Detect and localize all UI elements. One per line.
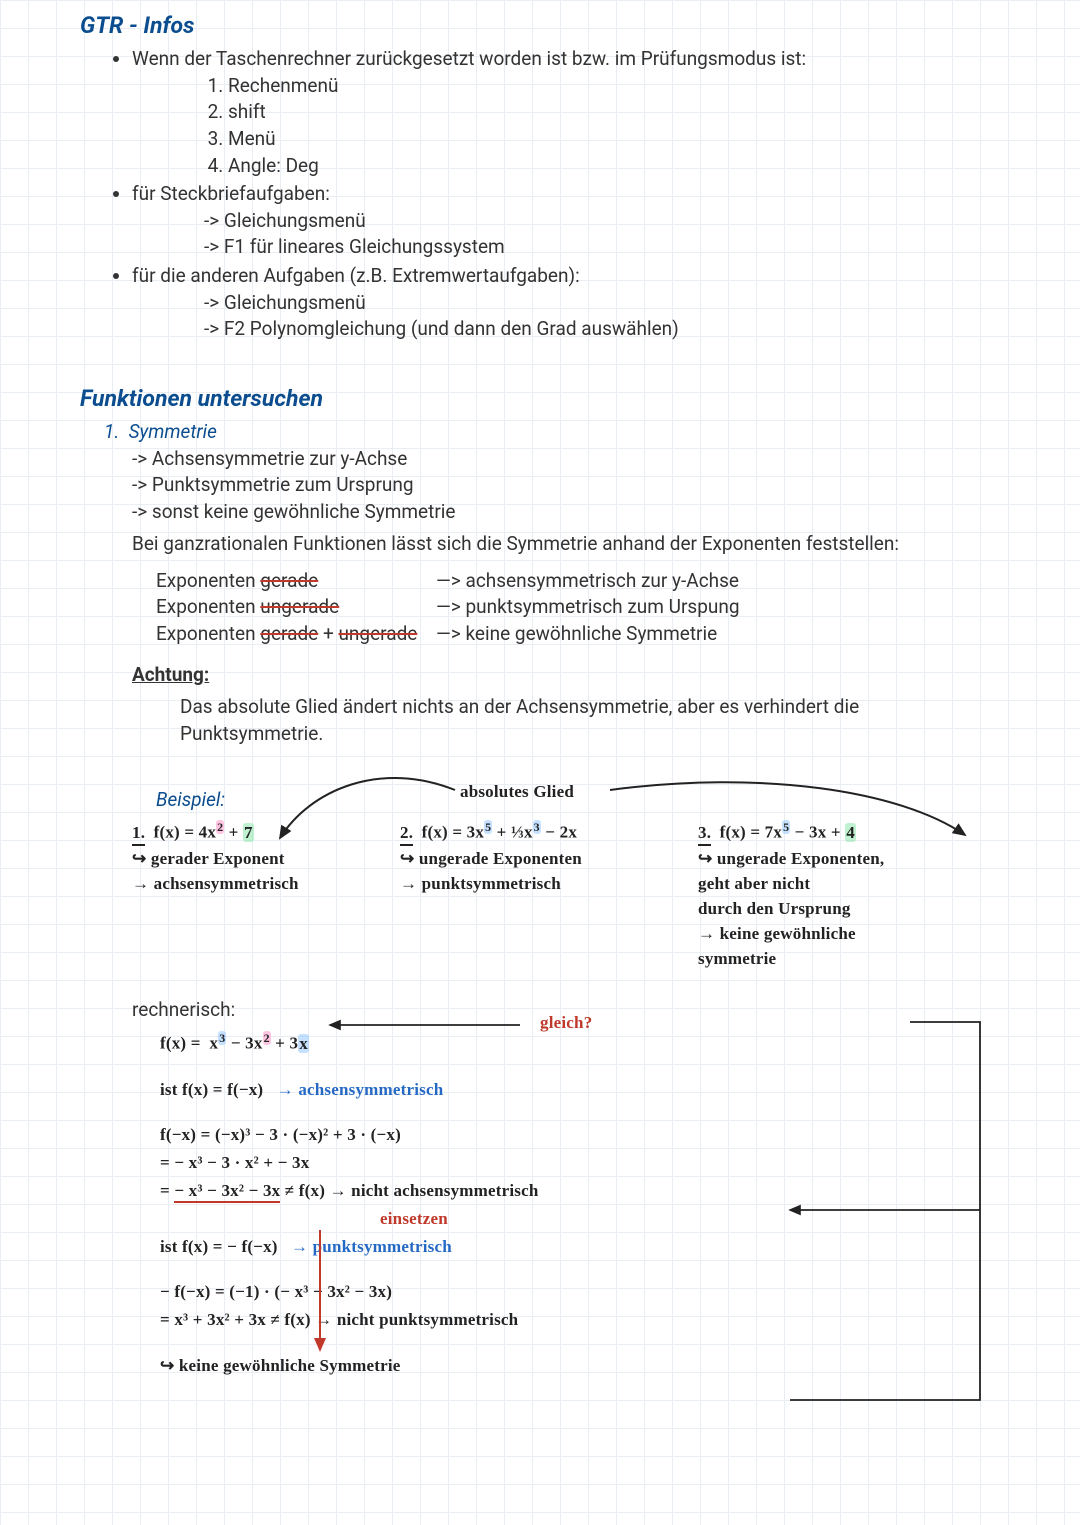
table-row: Exponenten gerade + ungerade —> keine ge…: [156, 621, 1000, 648]
rechnerisch-label: rechnerisch:: [132, 997, 1000, 1024]
einsetzen-label: einsetzen: [380, 1207, 1000, 1231]
arrow-line: -> Achsensymmetrie zur y-Achse: [132, 446, 1000, 473]
step: Menü: [228, 126, 1000, 153]
bullet: für die anderen Aufgaben (z.B. Extremwer…: [132, 263, 1000, 343]
text: für die anderen Aufgaben (z.B. Extremwer…: [132, 264, 580, 287]
example-3: 3. f(x) = 7x5 − 3x + 4 ungerade Exponent…: [698, 818, 998, 971]
exponent-table: Exponenten gerade —> achsensymmetrisch z…: [156, 568, 1000, 648]
list-gtr: Wenn der Taschenrechner zurückgesetzt wo…: [132, 46, 1000, 343]
arrow-line: -> F1 für lineares Gleichungssystem: [204, 234, 1000, 261]
step: Rechenmenü: [228, 73, 1000, 100]
math-row: = x³ + 3x² + 3x ≠ f(x) → nicht punktsymm…: [160, 1308, 1000, 1332]
conclusion: keine gewöhnliche Symmetrie: [160, 1354, 1000, 1378]
math-row: f(x) = x3 − 3x2 + 3x: [160, 1030, 1000, 1055]
beispiel-label: Beispiel:: [156, 787, 1000, 814]
bullet: für Steckbriefaufgaben: -> Gleichungsmen…: [132, 181, 1000, 261]
math-row: ist f(x) = − f(−x) → punktsymmetrisch: [160, 1235, 1000, 1259]
math-row: = − x³ − 3 · x² + − 3x: [160, 1151, 1000, 1175]
table-row: Exponenten gerade —> achsensymmetrisch z…: [156, 568, 1000, 595]
arrow-line: -> Gleichungsmenü: [204, 290, 1000, 317]
heading-funktionen: Funktionen untersuchen: [80, 383, 1000, 415]
table-row: Exponenten ungerade —> punktsymmetrisch …: [156, 594, 1000, 621]
arrow-line: -> F2 Polynomgleichung (und dann den Gra…: [204, 316, 1000, 343]
math-row: f(−x) = (−x)³ − 3 · (−x)² + 3 · (−x): [160, 1123, 1000, 1147]
arrow-line: -> Gleichungsmenü: [204, 208, 1000, 235]
example-2: 2. f(x) = 3x5 + ⅓x3 − 2x ungerade Expone…: [400, 818, 680, 971]
math-block: f(x) = x3 − 3x2 + 3x ist f(x) = f(−x) → …: [160, 1030, 1000, 1378]
heading-gtr: GTR - Infos: [80, 10, 1000, 42]
step: Angle: Deg: [228, 153, 1000, 180]
paragraph: Bei ganzrationalen Funktionen lässt sich…: [132, 531, 1000, 558]
example-1: 1. f(x) = 4x2 + 7 gerader Exponent achse…: [132, 818, 382, 971]
step: shift: [228, 99, 1000, 126]
text: Wenn der Taschenrechner zurückgesetzt wo…: [132, 47, 806, 70]
subheading-symmetrie: 1. Symmetrie: [104, 419, 1000, 446]
ordered-steps: Rechenmenü shift Menü Angle: Deg: [228, 73, 1000, 179]
bullet: Wenn der Taschenrechner zurückgesetzt wo…: [132, 46, 1000, 179]
math-row: ist f(x) = f(−x) → achsensymmetrisch: [160, 1078, 1000, 1102]
warning-text: Das absolute Glied ändert nichts an der …: [180, 694, 1000, 747]
text: für Steckbriefaufgaben:: [132, 182, 330, 205]
arrow-line: -> sonst keine gewöhnliche Symmetrie: [132, 499, 1000, 526]
absolutes-glied-label: absolutes Glied: [460, 780, 574, 804]
arrow-line: -> Punktsymmetrie zum Ursprung: [132, 472, 1000, 499]
math-row: = − x³ − 3x² − 3x ≠ f(x) → nicht achsens…: [160, 1179, 1000, 1203]
examples-row: 1. f(x) = 4x2 + 7 gerader Exponent achse…: [132, 818, 1000, 971]
math-row: − f(−x) = (−1) · (− x³ − 3x² − 3x): [160, 1280, 1000, 1304]
warning-label: Achtung:: [132, 662, 1000, 689]
